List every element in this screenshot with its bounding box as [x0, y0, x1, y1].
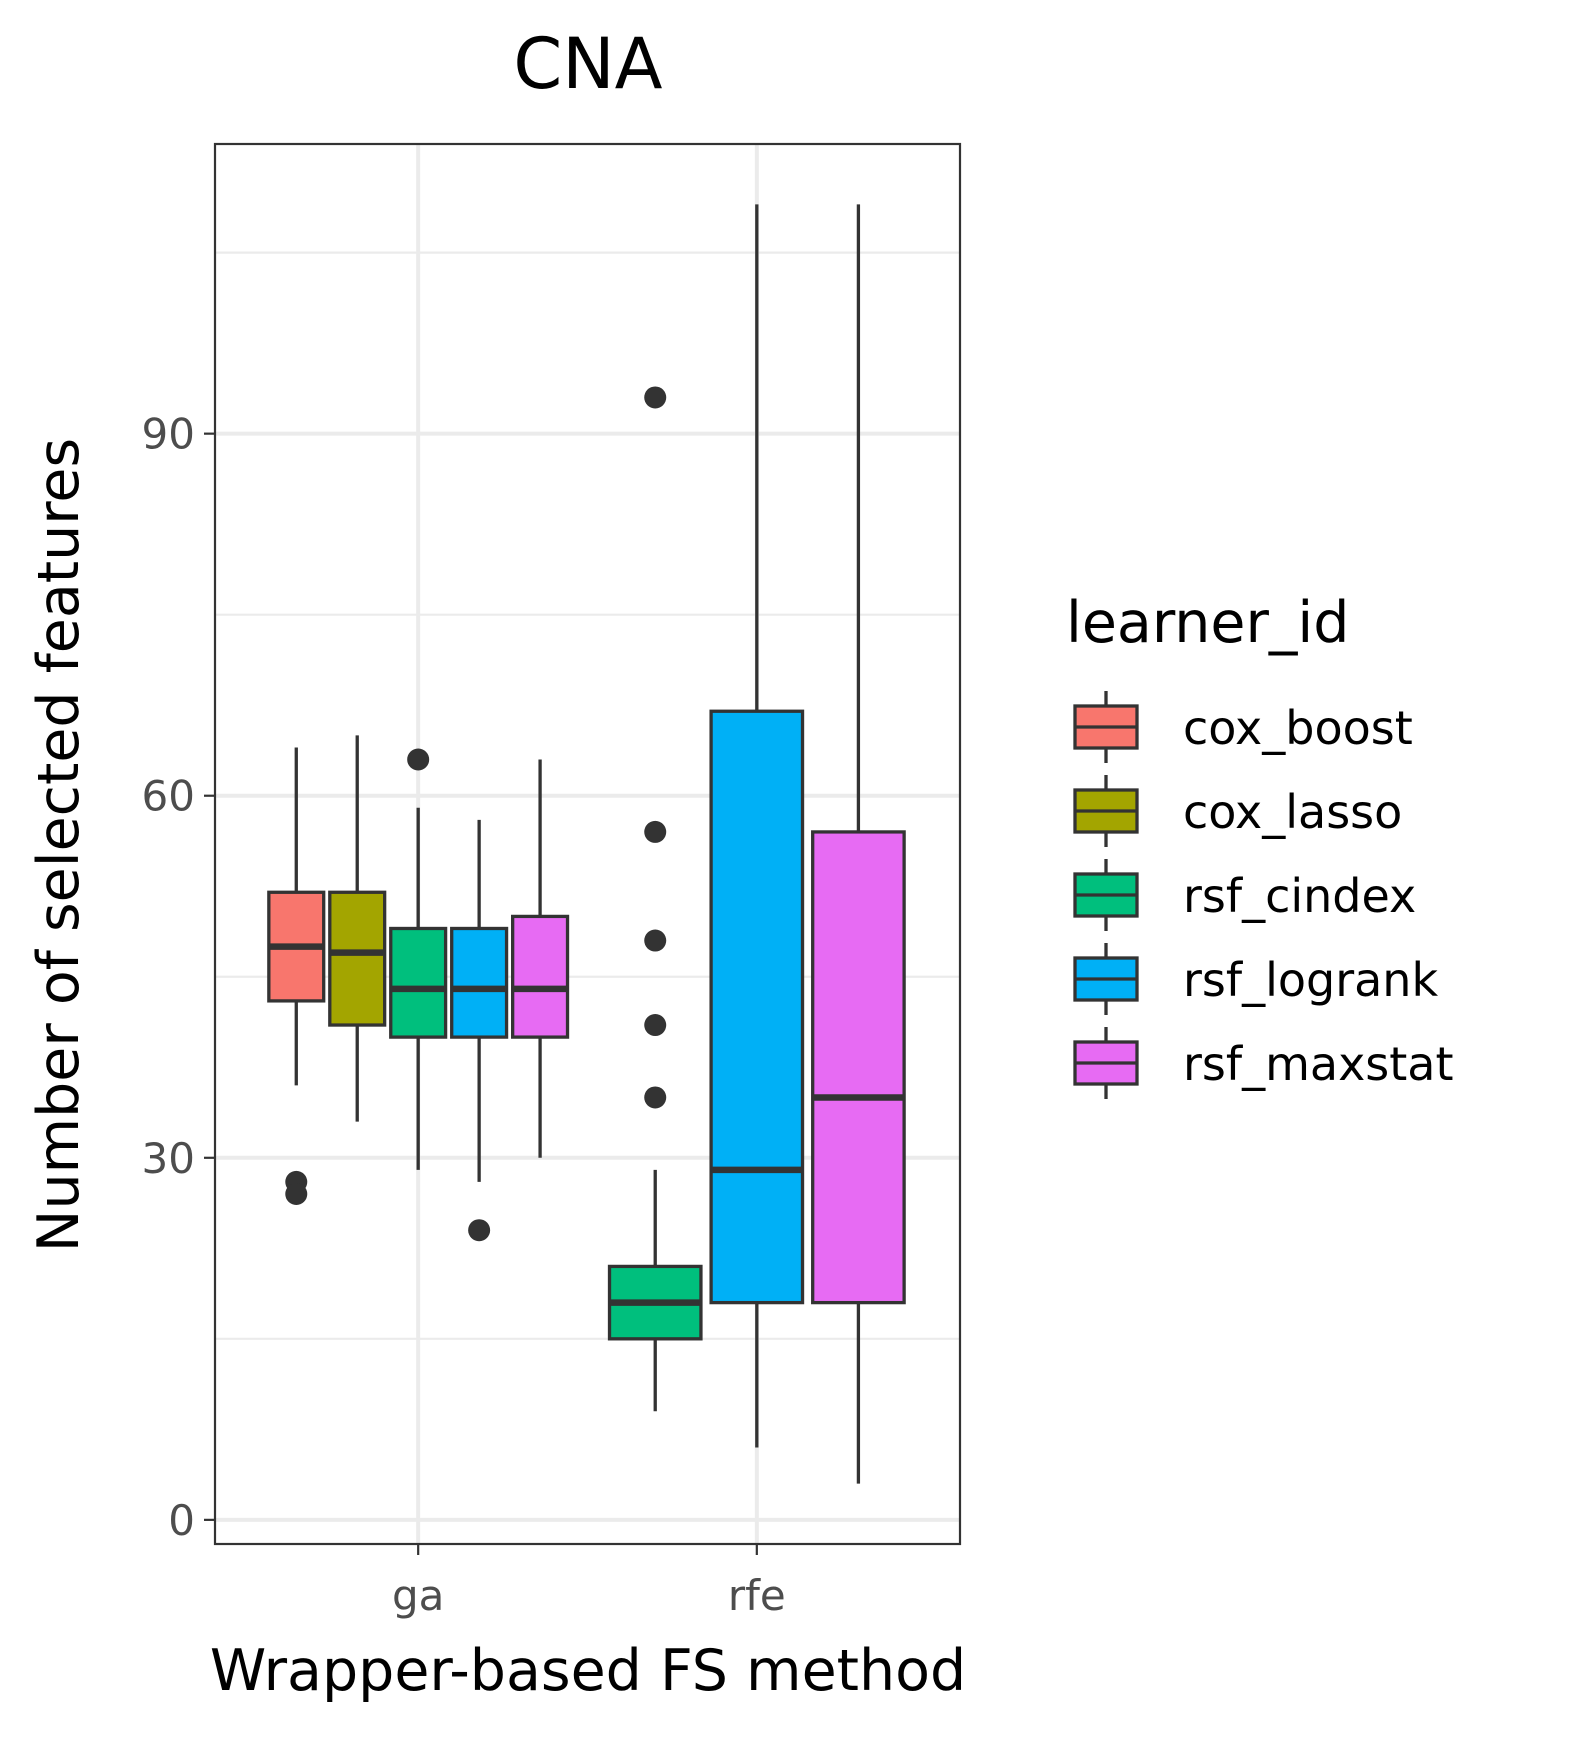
- box-iqr: [511, 914, 570, 1039]
- legend-label: cox_lasso: [1183, 785, 1402, 839]
- box-cox_lasso-ga: [328, 735, 387, 1122]
- x-axis-title: Wrapper-based FS method: [210, 1638, 966, 1704]
- box-rsf_maxstat-ga: [511, 759, 570, 1158]
- legend-label: cox_boost: [1183, 701, 1413, 755]
- y-tick-label: 90: [142, 410, 195, 459]
- box-iqr: [709, 709, 805, 1305]
- outlier-point: [644, 1086, 667, 1109]
- legend-item-rsf_cindex: rsf_cindex: [1073, 859, 1416, 931]
- y-tick-label: 30: [142, 1134, 195, 1183]
- outlier-point: [407, 748, 430, 771]
- box-cox_boost-ga: [267, 747, 326, 1205]
- legend-label: rsf_maxstat: [1183, 1037, 1454, 1091]
- box-rsf_logrank-ga: [450, 819, 509, 1242]
- plot-panel: [213, 142, 962, 1546]
- box-rsf_logrank-rfe: [709, 204, 805, 1448]
- legend-item-cox_boost: cox_boost: [1073, 691, 1413, 763]
- box-iqr: [328, 890, 387, 1027]
- legend-label: rsf_logrank: [1183, 953, 1438, 1007]
- box-rsf_cindex-rfe: [607, 386, 703, 1412]
- y-tick-label: 60: [142, 772, 195, 821]
- legend-label: rsf_cindex: [1183, 869, 1416, 923]
- legend: learner_id cox_boost cox_lasso rsf_cindexr…: [1066, 590, 1454, 1099]
- x-tick-label: rfe: [728, 1571, 786, 1620]
- legend-item-cox_lasso: cox_lasso: [1073, 775, 1402, 847]
- outlier-point: [644, 929, 667, 952]
- legend-title: learner_id: [1066, 590, 1349, 656]
- box-iqr: [450, 926, 509, 1039]
- panel-border: [213, 142, 962, 1546]
- outlier-point: [468, 1219, 491, 1242]
- outlier-point: [285, 1183, 308, 1205]
- x-tick-label: ga: [392, 1571, 444, 1620]
- chart-title: CNA: [513, 23, 662, 105]
- box-iqr: [389, 926, 448, 1039]
- box-iqr: [811, 830, 906, 1305]
- box-rsf_maxstat-rfe: [811, 204, 906, 1484]
- y-axis-title: Number of selected features: [26, 438, 92, 1252]
- outlier-point: [644, 386, 667, 409]
- box-rsf_cindex-ga: [389, 748, 448, 1170]
- outlier-point: [644, 820, 667, 843]
- legend-item-rsf_maxstat: rsf_maxstat: [1073, 1027, 1454, 1099]
- y-tick-label: 0: [168, 1496, 195, 1545]
- legend-item-rsf_logrank: rsf_logrank: [1073, 943, 1438, 1015]
- x-axis: ga rfe: [392, 1544, 786, 1620]
- outlier-point: [644, 1014, 667, 1037]
- y-axis: 0 30 60 90: [142, 410, 215, 1545]
